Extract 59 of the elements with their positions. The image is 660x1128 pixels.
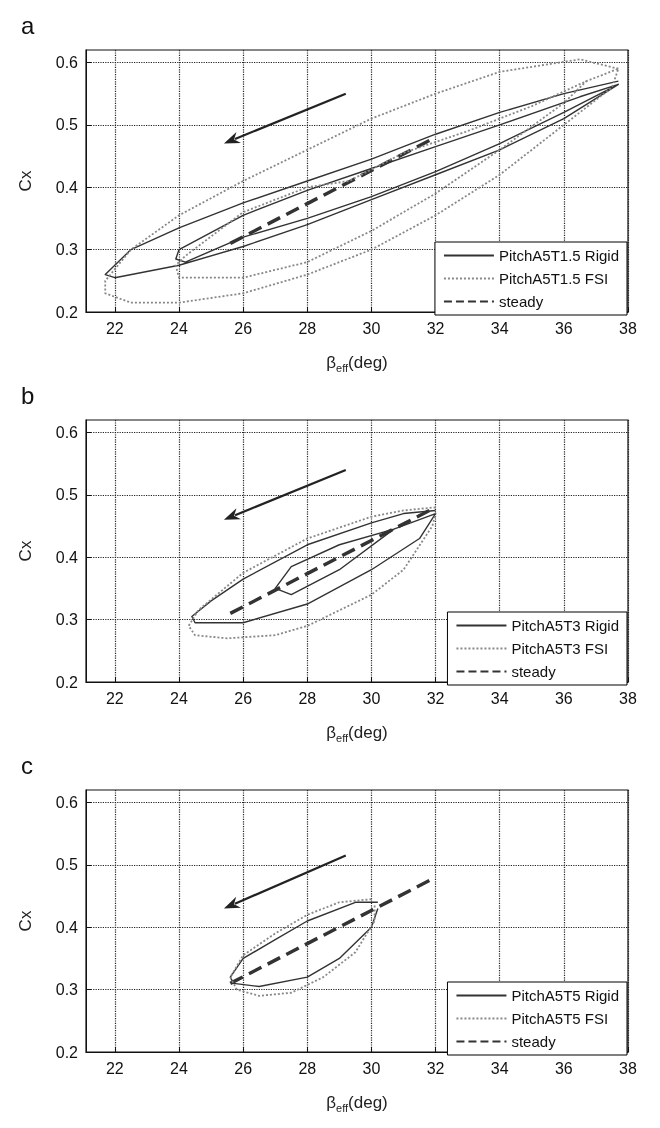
x-tick-label: 36	[554, 1059, 573, 1077]
x-tick-label: 24	[170, 319, 189, 337]
x-tick-label: 36	[554, 689, 573, 707]
legend-label: steady	[511, 1033, 557, 1050]
legend-label: PitchA5T5 Rigid	[511, 987, 620, 1004]
x-tick-label: 32	[426, 689, 445, 707]
y-tick-label: 0.3	[55, 241, 79, 259]
y-tick-label: 0.6	[55, 423, 79, 441]
y-tick-label: 0.6	[55, 53, 79, 71]
chart-title: b	[21, 381, 35, 409]
y-tick-label: 0.3	[55, 981, 79, 999]
legend-label: PitchA5T5 FSI	[511, 1010, 609, 1027]
y-tick-label: 0.5	[55, 116, 79, 134]
x-tick-label: 26	[234, 1059, 253, 1077]
legend-label: PitchA5T1.5 Rigid	[498, 247, 619, 264]
y-tick-label: 0.2	[55, 673, 79, 691]
legend-label: steady	[498, 293, 544, 310]
y-tick-label: 0.4	[55, 918, 79, 936]
x-tick-label: 34	[490, 689, 509, 707]
x-tick-label: 22	[105, 1059, 124, 1077]
y-tick-label: 0.5	[55, 856, 79, 874]
y-axis-title: Cx	[16, 540, 35, 562]
legend-label: PitchA5T1.5 FSI	[498, 270, 609, 287]
x-tick-label: 26	[234, 689, 253, 707]
x-tick-label: 28	[298, 1059, 317, 1077]
y-tick-label: 0.4	[55, 548, 79, 566]
x-tick-label: 24	[170, 689, 189, 707]
y-tick-label: 0.2	[55, 303, 79, 321]
legend-label: PitchA5T3 FSI	[511, 640, 609, 657]
line-series	[187, 506, 437, 640]
legend-label: steady	[511, 663, 557, 680]
y-tick-label: 0.3	[55, 611, 79, 629]
line-series	[191, 509, 437, 624]
chart-title: a	[21, 11, 35, 39]
x-tick-label: 28	[298, 689, 317, 707]
x-tick-label: 34	[490, 319, 509, 337]
chart-title: c	[21, 751, 33, 779]
y-axis-title: Cx	[16, 170, 35, 192]
x-tick-label: 30	[362, 1059, 381, 1077]
x-tick-label: 34	[490, 1059, 509, 1077]
y-axis-title: Cx	[16, 910, 35, 932]
legend-label: PitchA5T3 Rigid	[511, 617, 620, 634]
x-tick-label: 38	[619, 689, 637, 707]
y-tick-label: 0.6	[55, 793, 79, 811]
x-tick-label: 32	[426, 319, 445, 337]
y-tick-label: 0.5	[55, 486, 79, 504]
y-tick-label: 0.4	[55, 178, 79, 196]
x-tick-label: 22	[105, 319, 124, 337]
x-tick-label: 30	[362, 689, 381, 707]
x-tick-label: 24	[170, 1059, 189, 1077]
x-tick-label: 30	[362, 319, 381, 337]
x-tick-label: 26	[234, 319, 253, 337]
x-tick-label: 28	[298, 319, 317, 337]
x-tick-label: 36	[554, 319, 573, 337]
x-tick-label: 32	[426, 1059, 445, 1077]
x-tick-label: 38	[619, 1059, 637, 1077]
x-tick-label: 22	[105, 689, 124, 707]
x-tick-label: 38	[619, 319, 637, 337]
y-tick-label: 0.2	[55, 1043, 79, 1061]
